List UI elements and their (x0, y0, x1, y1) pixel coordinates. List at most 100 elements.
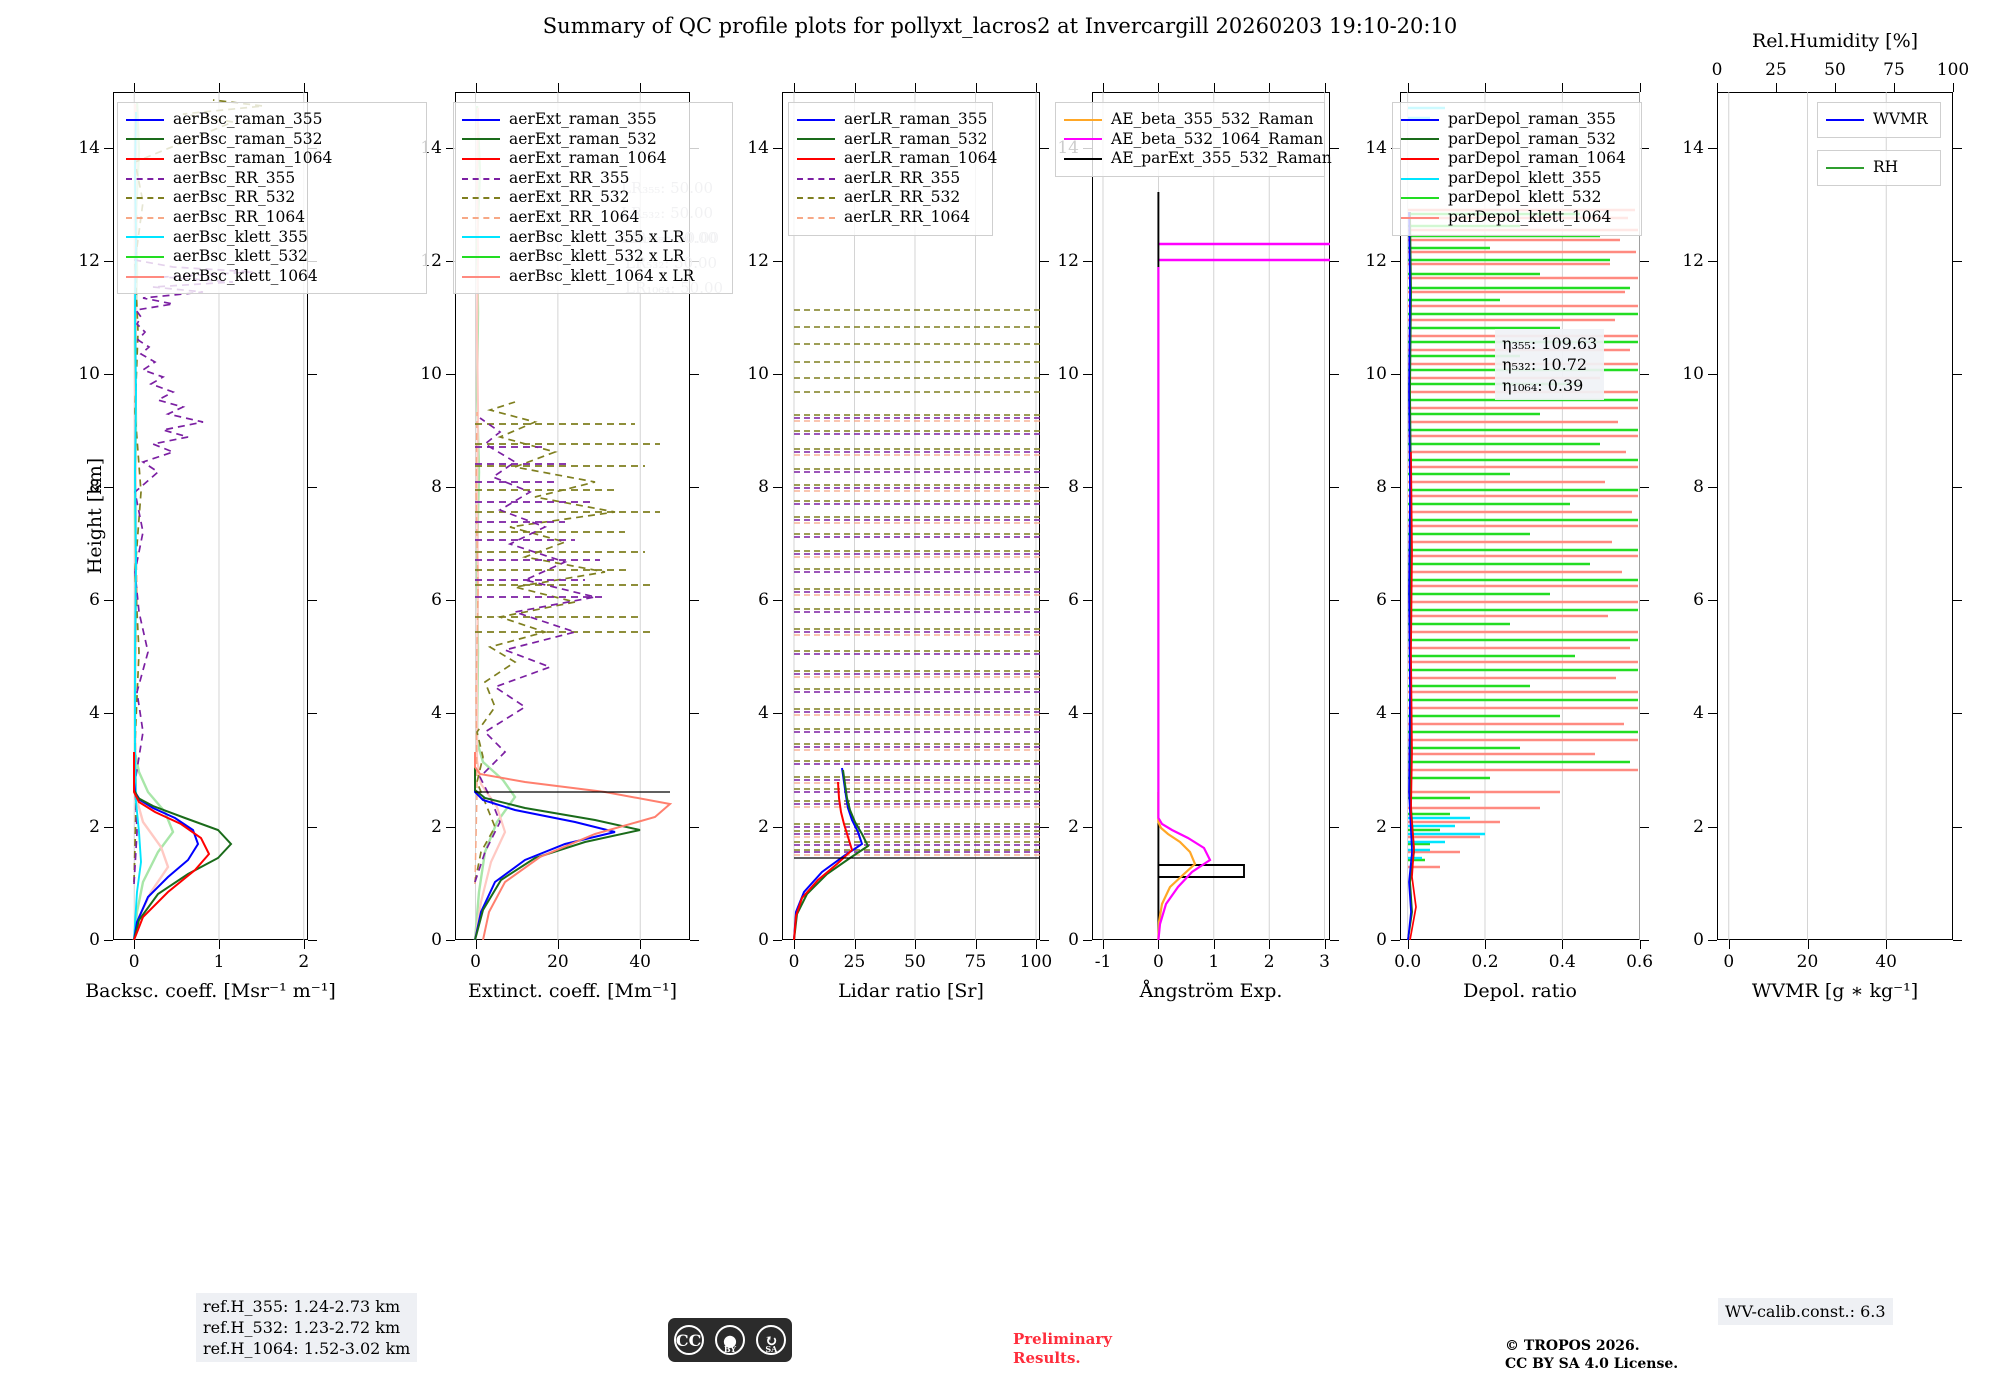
ytick (1391, 600, 1400, 601)
ytick-right (1953, 261, 1962, 262)
legend-item[interactable]: parDepol_raman_1064 (1401, 149, 1632, 169)
ref-h-1064: ref.H_1064: 1.52-3.02 km (203, 1339, 411, 1358)
legend-item[interactable]: aerLR_RR_1064 (797, 208, 983, 228)
xtick-label-top: 75 (1883, 60, 1905, 80)
legend-item[interactable]: AE_beta_532_1064_Raman (1064, 130, 1323, 150)
ytick-label: 12 (1057, 251, 1079, 271)
legend-item[interactable]: parDepol_raman_355 (1401, 110, 1632, 130)
legend-wvmr: WVMR (1817, 102, 1941, 138)
ytick (1391, 940, 1400, 941)
axis-title-x: Extinct. coeff. [Mm⁻¹] (467, 980, 678, 1002)
xtick-label: 0.2 (1471, 952, 1499, 972)
legend-swatch-dash-icon (797, 216, 835, 219)
preliminary-line-1: Preliminary (1013, 1330, 1112, 1348)
xtick-label: 1 (213, 952, 225, 972)
legend-label: aerLR_raman_355 (844, 110, 988, 128)
ytick-right (1640, 940, 1649, 941)
legend-swatch-line-icon (1401, 157, 1439, 160)
legend-item[interactable]: WVMR (1826, 110, 1931, 130)
axis-title-x: Lidar ratio [Sr] (838, 980, 984, 1002)
legend-item[interactable]: aerLR_RR_355 (797, 169, 983, 189)
axis-title-x: WVMR [g ∗ kg⁻¹] (1751, 980, 1919, 1002)
sa-label: SA (765, 1344, 778, 1354)
legend-item[interactable]: aerExt_raman_355 (462, 110, 723, 130)
legend-item[interactable]: aerBsc_klett_532 x LR (462, 247, 723, 267)
ytick-right (1330, 827, 1339, 828)
cc-license-badge[interactable]: CC ● BY ↻ SA (668, 1318, 792, 1362)
page-title: Summary of QC profile plots for pollyxt_… (542, 14, 1458, 38)
legend-swatch-dash-icon (462, 177, 500, 180)
legend-item[interactable]: parDepol_klett_532 (1401, 188, 1632, 208)
xtick-label: 75 (964, 952, 987, 972)
xtick (915, 940, 916, 949)
legend-item[interactable]: AE_beta_355_532_Raman (1064, 110, 1315, 130)
ytick (104, 713, 113, 714)
legend-swatch-line-icon (797, 157, 835, 160)
legend-swatch-line-icon (1401, 177, 1439, 180)
legend-swatch-line-icon (126, 138, 164, 141)
ytick (104, 261, 113, 262)
xtick-top (1717, 83, 1718, 92)
xtick-top (915, 83, 916, 92)
axis-title-y: Height [km] (84, 457, 107, 575)
legend-item[interactable]: parDepol_klett_355 (1401, 169, 1632, 189)
legend-item[interactable]: aerBsc_RR_355 (126, 169, 417, 189)
legend-item[interactable]: aerBsc_klett_1064 x LR (462, 267, 723, 287)
legend-label: aerExt_raman_532 (509, 129, 657, 148)
ytick-label: 14 (1682, 138, 1704, 158)
ytick-label: 0 (1693, 930, 1704, 950)
xtick (1886, 940, 1888, 949)
legend-item[interactable]: aerBsc_raman_532 (126, 130, 417, 150)
legend-item[interactable]: aerLR_raman_532 (797, 130, 987, 150)
legend-item[interactable]: aerExt_RR_1064 (462, 208, 723, 228)
ytick-right (1640, 261, 1649, 262)
ref-h-355: ref.H_355: 1.24-2.73 km (203, 1297, 401, 1316)
legend-label: parDepol_raman_532 (1448, 129, 1617, 148)
ytick (1391, 827, 1400, 828)
ytick-label: 10 (1365, 364, 1387, 384)
legend-item[interactable]: aerExt_RR_355 (462, 169, 723, 189)
xtick (1562, 940, 1564, 949)
legend-item[interactable]: aerLR_raman_355 (797, 110, 987, 130)
legend-label: aerExt_raman_1064 (509, 149, 667, 168)
legend-swatch-line-icon (1826, 166, 1864, 169)
legend-item[interactable]: AE_parExt_355_532_Raman (1064, 149, 1332, 169)
xtick-top (1639, 83, 1641, 92)
legend-item[interactable]: aerBsc_klett_532 (126, 247, 417, 267)
ytick-right (1040, 600, 1049, 601)
legend-item[interactable]: aerBsc_raman_355 (126, 110, 417, 130)
legend-item[interactable]: aerBsc_RR_532 (126, 188, 417, 208)
legend-item[interactable]: aerExt_raman_1064 (462, 149, 723, 169)
legend-item[interactable]: parDepol_klett_1064 (1401, 208, 1632, 228)
legend-item[interactable]: RH (1826, 158, 1931, 178)
legend-item[interactable]: aerLR_RR_532 (797, 188, 983, 208)
legend-item[interactable]: aerBsc_klett_355 x LR (462, 228, 723, 248)
ytick (104, 600, 113, 601)
legend-item[interactable]: aerBsc_raman_1064 (126, 149, 417, 169)
xtick-label: 100 (1019, 952, 1053, 972)
legend-swatch-dash-icon (797, 197, 835, 200)
ytick-right (1953, 487, 1962, 488)
legend-item[interactable]: aerExt_RR_532 (462, 188, 723, 208)
legend-label: aerBsc_klett_532 x LR (509, 247, 685, 266)
eta-355: η₃₅₅: 109.63 (1502, 334, 1598, 353)
xtick-label: 3 (1319, 952, 1331, 972)
legend-item[interactable]: aerExt_raman_532 (462, 130, 723, 150)
legend-item[interactable]: aerLR_raman_1064 (797, 149, 997, 169)
legend-item[interactable]: aerBsc_RR_1064 (126, 208, 417, 228)
legend-item[interactable]: parDepol_raman_532 (1401, 130, 1632, 150)
ytick-label: 8 (89, 477, 100, 497)
axis-title-x: Backsc. coeff. [Msr⁻¹ m⁻¹] (85, 980, 336, 1002)
ytick (773, 148, 782, 149)
ytick-label: 12 (1365, 251, 1387, 271)
legend-item[interactable]: aerBsc_klett_1064 (126, 267, 417, 287)
ytick-right (308, 487, 317, 488)
legend-item[interactable]: aerBsc_klett_355 (126, 228, 417, 248)
legend-extinction: aerExt_raman_355 aerExt_raman_532 aerExt… (453, 102, 733, 295)
legend-swatch-line-icon (126, 157, 164, 160)
copyright-notice: © TROPOS 2026. CC BY SA 4.0 License. (1505, 1337, 1678, 1373)
cc-icon: CC (673, 1325, 704, 1355)
ytick (104, 827, 113, 828)
ytick-label: 10 (78, 364, 100, 384)
ytick-right (1330, 600, 1339, 601)
